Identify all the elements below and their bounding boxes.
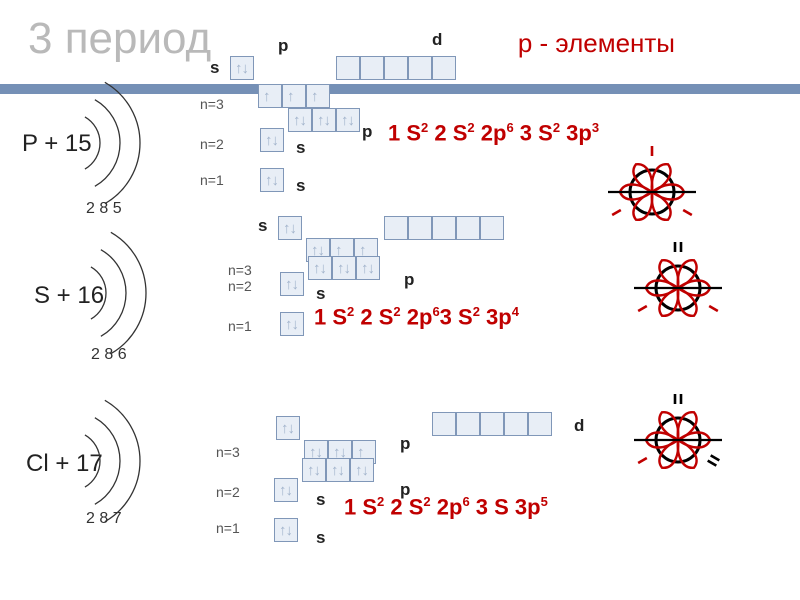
spin-down-icon: ↓ [338,461,346,481]
spin-down-icon: ↓ [288,419,296,439]
orbital-box [456,412,480,436]
n-level-label: n=1 [216,520,240,536]
orbital-box-row [432,412,552,436]
orbital-box: ↑↓ [302,458,326,482]
orbital-box-row: ↑↓ [274,518,298,542]
orbital-box: ↑↓ [350,458,374,482]
n-level-label: n=2 [216,484,240,500]
orbital-box-row: ↑↓ [274,478,298,502]
orbital-box [528,412,552,436]
orbital-letter-label: d [574,416,584,436]
orbital-letter-label: s [316,528,325,548]
orbital-box: ↑↓ [326,458,350,482]
electron-configuration: 1 S2 2 S2 2p6 3 S 3p5 [344,494,548,520]
orbital-box-row: ↑↓↑↓↑↓ [302,458,374,482]
n-level-label: n=3 [216,444,240,460]
spin-down-icon: ↓ [314,461,322,481]
orbital-box: ↑↓ [274,478,298,502]
spin-down-icon: ↓ [362,461,370,481]
orbital-box [504,412,528,436]
orbital-shape-icon [636,398,720,482]
orbital-box [480,412,504,436]
spin-down-icon: ↓ [286,481,294,501]
orbital-letter-label: s [316,490,325,510]
orbital-box: ↑↓ [274,518,298,542]
orbital-box: ↑↓ [276,416,300,440]
orbital-letter-label: p [400,434,410,454]
orbital-box [432,412,456,436]
spin-down-icon: ↓ [286,521,294,541]
orbital-box-row: ↑↓ [276,416,300,440]
